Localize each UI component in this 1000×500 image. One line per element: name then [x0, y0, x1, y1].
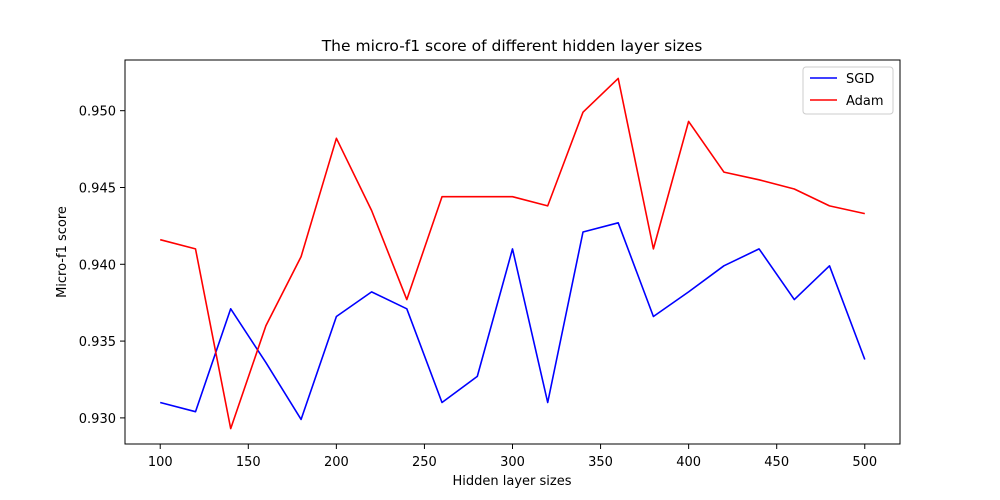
chart-title: The micro-f1 score of different hidden l…	[321, 37, 703, 55]
data-point-adam	[581, 111, 584, 114]
y-tick-label: 0.945	[79, 181, 116, 196]
data-point-sgd	[405, 307, 408, 310]
data-point-adam	[758, 178, 761, 181]
data-point-sgd	[652, 315, 655, 318]
data-point-sgd	[581, 231, 584, 234]
x-tick-label: 500	[852, 455, 877, 470]
data-point-adam	[229, 427, 232, 430]
x-tick-label: 200	[324, 455, 349, 470]
x-tick-label: 450	[764, 455, 789, 470]
data-point-adam	[687, 120, 690, 123]
data-point-sgd	[617, 221, 620, 224]
data-point-adam	[617, 77, 620, 80]
data-point-adam	[511, 195, 514, 198]
data-point-adam	[264, 324, 267, 327]
x-axis: 100 150 200 250 300 350 400 450 500	[148, 444, 877, 470]
data-point-sgd	[758, 247, 761, 250]
y-tick-label: 0.930	[79, 412, 116, 427]
data-point-adam	[546, 204, 549, 207]
data-point-sgd	[546, 401, 549, 404]
legend: SGD Adam	[802, 66, 894, 115]
data-point-sgd	[863, 358, 866, 361]
data-point-adam	[652, 247, 655, 250]
data-point-sgd	[687, 290, 690, 293]
data-point-adam	[300, 255, 303, 258]
data-point-sgd	[159, 401, 162, 404]
data-point-adam	[441, 195, 444, 198]
data-point-sgd	[476, 375, 479, 378]
data-point-sgd	[722, 264, 725, 267]
data-point-sgd	[511, 247, 514, 250]
data-point-sgd	[194, 410, 197, 413]
data-point-sgd	[828, 264, 831, 267]
plot-lines	[159, 77, 866, 430]
y-axis: 0.930 0.935 0.940 0.945 0.950	[79, 105, 125, 427]
x-tick-label: 400	[676, 455, 701, 470]
data-point-sgd	[370, 290, 373, 293]
legend-label-adam: Adam	[846, 94, 884, 109]
x-tick-label: 250	[412, 455, 437, 470]
legend-label-sgd: SGD	[846, 72, 874, 87]
x-tick-label: 300	[500, 455, 525, 470]
data-point-adam	[863, 212, 866, 215]
data-point-adam	[370, 209, 373, 212]
data-point-sgd	[229, 307, 232, 310]
data-point-adam	[722, 171, 725, 174]
series-line-sgd	[159, 222, 866, 421]
y-tick-label: 0.940	[79, 258, 116, 273]
data-point-sgd	[441, 401, 444, 404]
data-point-sgd	[793, 298, 796, 301]
series-line-adam	[159, 77, 865, 430]
x-tick-label: 100	[148, 455, 173, 470]
data-point-adam	[828, 204, 831, 207]
data-point-adam	[194, 247, 197, 250]
data-point-adam	[159, 238, 162, 241]
y-tick-label: 0.950	[79, 105, 116, 120]
data-point-sgd	[300, 418, 303, 421]
y-axis-label: Micro-f1 score	[55, 206, 70, 298]
data-point-adam	[335, 137, 338, 140]
data-point-sgd	[335, 315, 338, 318]
x-tick-label: 350	[588, 455, 613, 470]
data-point-sgd	[264, 361, 267, 364]
data-point-adam	[793, 188, 796, 191]
data-point-adam	[476, 195, 479, 198]
data-point-adam	[405, 298, 408, 301]
x-tick-label: 150	[236, 455, 261, 470]
y-tick-label: 0.935	[79, 335, 116, 350]
x-axis-label: Hidden layer sizes	[453, 474, 572, 489]
